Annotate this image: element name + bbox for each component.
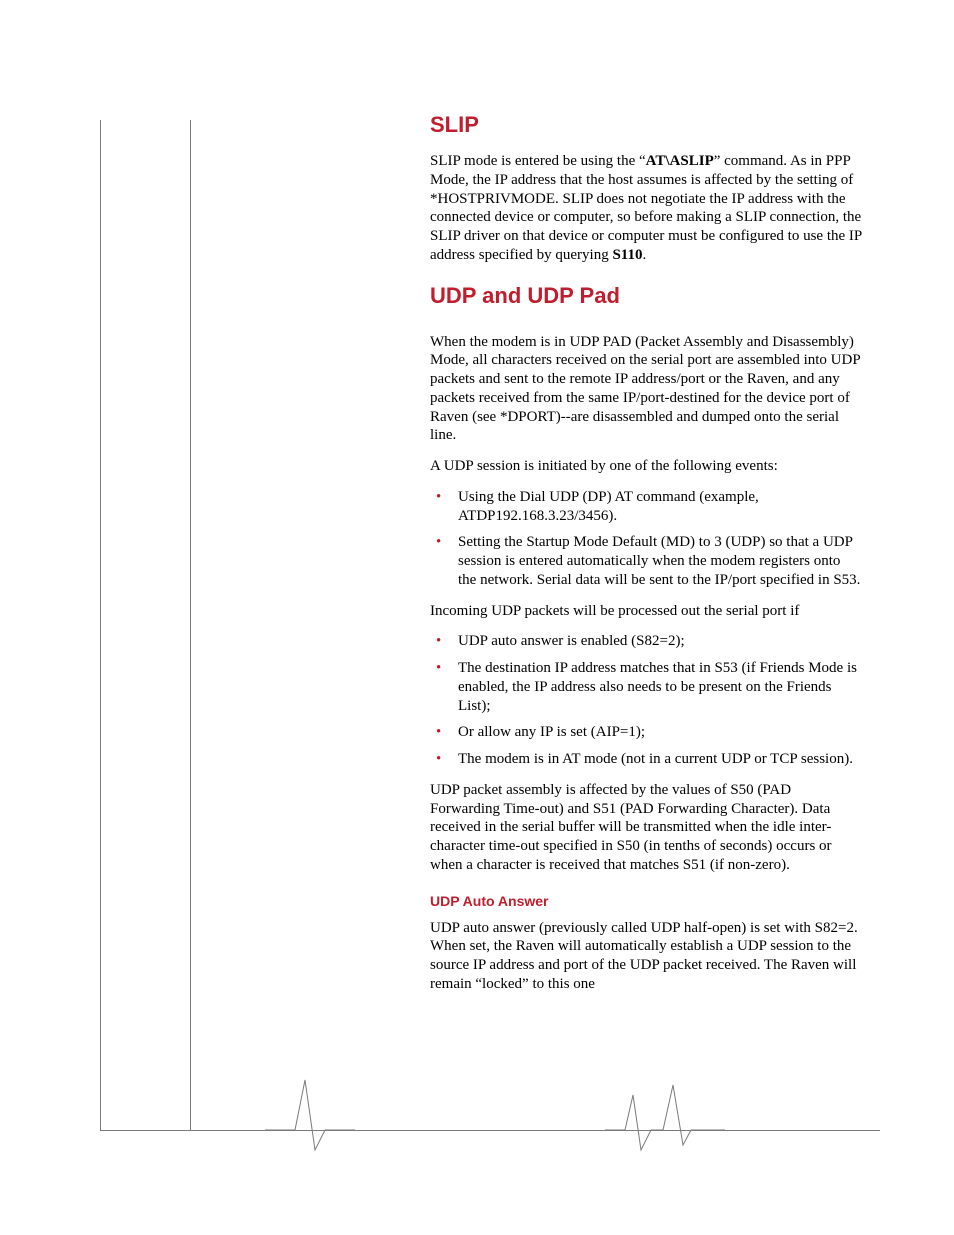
list-item: The destination IP address matches that … (454, 659, 862, 715)
list-item: UDP auto answer is enabled (S82=2); (454, 632, 862, 651)
cmd-atslip: AT\ASLIP (646, 153, 714, 169)
udp-para2: A UDP session is initiated by one of the… (430, 457, 862, 476)
heading-udp: UDP and UDP Pad (430, 283, 862, 309)
list-item: The modem is in AT mode (not in a curren… (454, 750, 862, 769)
slip-paragraph: SLIP mode is entered be using the “AT\AS… (430, 152, 862, 265)
footer-rule (100, 1130, 880, 1131)
text: . (642, 247, 646, 263)
reg-s110: S110 (612, 247, 642, 263)
page: SLIP SLIP mode is entered be using the “… (0, 0, 954, 1235)
udp-para3: Incoming UDP packets will be processed o… (430, 602, 862, 621)
heartbeat-glyph-icon (605, 1075, 725, 1155)
margin-rule-inner (190, 120, 191, 1130)
udp-para1: When the modem is in UDP PAD (Packet Ass… (430, 333, 862, 446)
udp-auto-answer-para: UDP auto answer (previously called UDP h… (430, 919, 862, 994)
list-item: Setting the Startup Mode Default (MD) to… (454, 533, 862, 589)
heartbeat-glyph-icon (265, 1075, 355, 1155)
text: SLIP mode is entered be using the “ (430, 153, 646, 169)
udp-para4: UDP packet assembly is affected by the v… (430, 781, 862, 875)
list-item: Using the Dial UDP (DP) AT command (exam… (454, 488, 862, 526)
margin-rule-outer (100, 120, 101, 1130)
heading-udp-auto-answer: UDP Auto Answer (430, 893, 862, 909)
heading-slip: SLIP (430, 112, 862, 138)
content-column: SLIP SLIP mode is entered be using the “… (430, 112, 862, 1006)
udp-incoming-list: UDP auto answer is enabled (S82=2); The … (430, 632, 862, 769)
udp-init-list: Using the Dial UDP (DP) AT command (exam… (430, 488, 862, 590)
list-item: Or allow any IP is set (AIP=1); (454, 723, 862, 742)
